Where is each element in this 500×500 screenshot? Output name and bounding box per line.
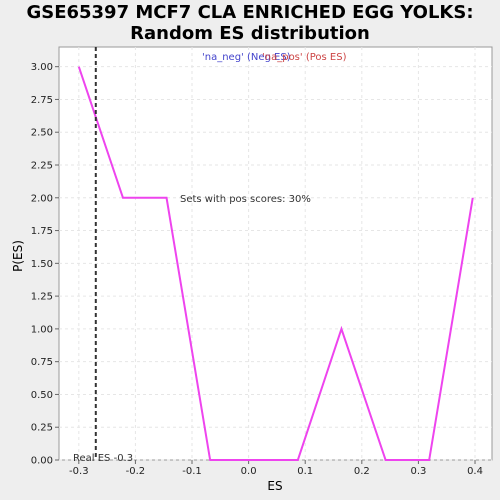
- y-tick-label: 0.00: [31, 456, 53, 467]
- y-tick-label: 0.75: [31, 357, 53, 368]
- y-tick-label: 1.75: [31, 226, 53, 237]
- y-tick-label: 2.75: [31, 95, 53, 106]
- es-distribution-line: [77, 66, 474, 461]
- axes: -0.3 -0.2 -0.1 0.0 0.1 0.2 0.3 0.4 0.00 0.25 0.50 0…: [31, 62, 483, 477]
- y-axis-label: P(ES): [11, 240, 25, 272]
- y-tick-label: 1.25: [31, 292, 53, 303]
- y-tick-label: 3.00: [31, 62, 53, 73]
- pos-score-annotation: Sets with pos scores: 30%: [180, 194, 311, 205]
- legend-neg-label: 'na_neg' (Neg ES): [202, 52, 291, 63]
- chart-title: GSE65397 MCF7 CLA ENRICHED EGG YOLKS: Ra…: [0, 2, 500, 44]
- y-tick-label: 2.50: [31, 128, 53, 139]
- legend-pos-label: 'na_pos' (Pos ES): [262, 52, 347, 63]
- x-tick-label: 0.4: [467, 466, 483, 477]
- x-tick-label: 0.1: [297, 466, 313, 477]
- chart-title-line-2: Random ES distribution: [130, 23, 370, 44]
- x-tick-label: 0.3: [410, 466, 426, 477]
- plot-area: [58, 46, 493, 461]
- x-axis-label: ES: [267, 479, 282, 493]
- x-tick-label: 0.0: [241, 466, 257, 477]
- x-tick-label: 0.2: [354, 466, 370, 477]
- y-tick-label: 2.00: [31, 193, 53, 204]
- x-tick-label: -0.3: [69, 466, 89, 477]
- y-tick-label: 1.00: [31, 324, 53, 335]
- y-tick-label: 1.50: [31, 259, 53, 270]
- y-tick-label: 0.25: [31, 423, 53, 434]
- x-tick-label: -0.1: [182, 466, 202, 477]
- real-es-label: Real ES -0.3: [73, 453, 133, 464]
- grid-lines: [59, 47, 492, 461]
- y-tick-label: 0.50: [31, 390, 53, 401]
- x-tick-label: -0.2: [126, 466, 146, 477]
- chart-title-line-1: GSE65397 MCF7 CLA ENRICHED EGG YOLKS:: [26, 2, 474, 23]
- series-layer: [77, 47, 474, 461]
- y-tick-label: 2.25: [31, 161, 53, 172]
